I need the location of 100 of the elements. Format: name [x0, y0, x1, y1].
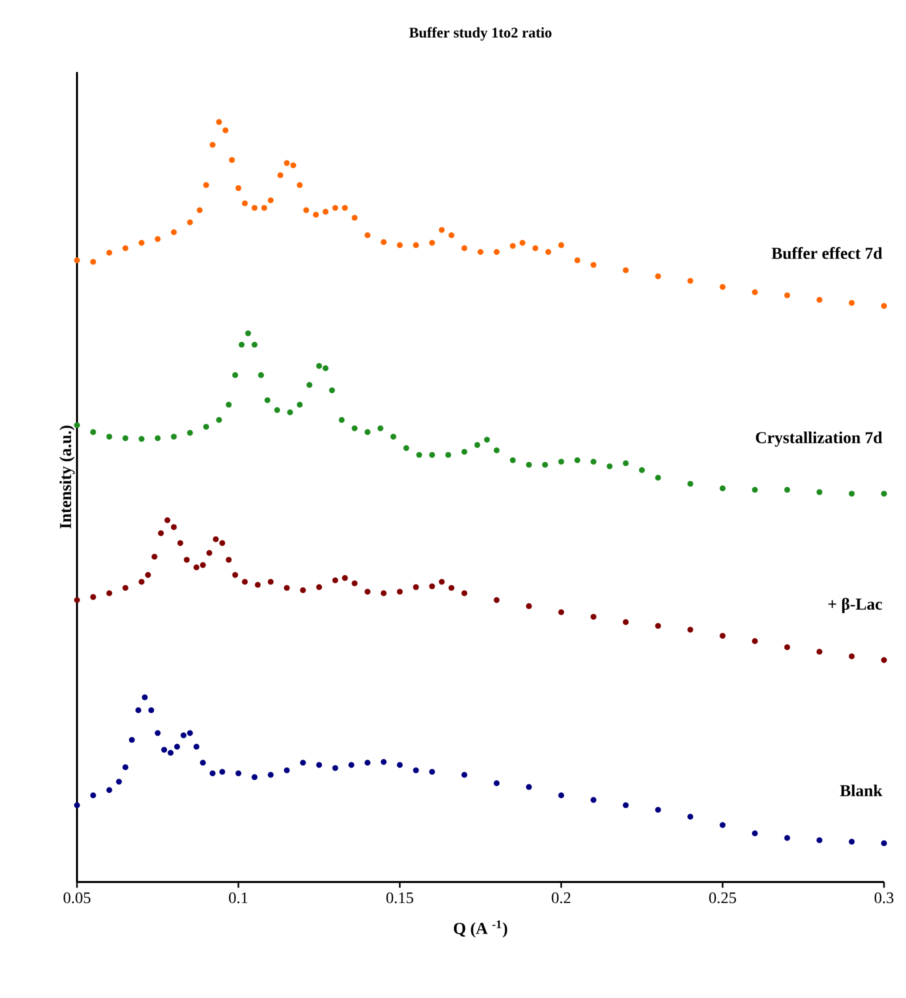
- point: [342, 204, 348, 211]
- point: [238, 342, 245, 348]
- point: [322, 208, 328, 215]
- point: [638, 467, 645, 474]
- point: [296, 402, 303, 408]
- point: [474, 442, 480, 448]
- point: [122, 764, 128, 770]
- point: [268, 197, 274, 204]
- point: [445, 452, 452, 458]
- point: [752, 830, 758, 836]
- point: [687, 278, 694, 284]
- point: [148, 707, 154, 714]
- point: [274, 407, 280, 413]
- point: [520, 240, 526, 246]
- point: [300, 760, 306, 766]
- point: [90, 792, 96, 798]
- point: [200, 760, 206, 766]
- point: [816, 489, 822, 496]
- point: [364, 588, 370, 595]
- point: [312, 212, 319, 218]
- point: [526, 462, 532, 468]
- point: [461, 590, 468, 596]
- point: [170, 434, 177, 440]
- point: [461, 448, 468, 455]
- point: [655, 806, 661, 813]
- x-tick-label: 0.1: [229, 892, 248, 904]
- point: [429, 768, 436, 775]
- point: [74, 597, 80, 603]
- point: [720, 284, 726, 290]
- point: [203, 424, 210, 430]
- point: [784, 292, 790, 298]
- point: [403, 445, 410, 451]
- point: [296, 182, 303, 188]
- x-tick-label: 0.3: [874, 892, 894, 904]
- point: [848, 300, 855, 306]
- point: [622, 619, 629, 626]
- point: [352, 580, 358, 586]
- point: [510, 457, 516, 464]
- point: [170, 229, 177, 236]
- point: [138, 578, 144, 585]
- point: [242, 578, 248, 585]
- point: [558, 792, 564, 798]
- point: [219, 768, 226, 775]
- point: [429, 240, 436, 246]
- point: [438, 578, 445, 585]
- point: [526, 603, 532, 610]
- point: [316, 762, 322, 768]
- point: [338, 416, 345, 423]
- x-tick-label: 0.05: [64, 892, 90, 904]
- point: [122, 435, 128, 442]
- point: [558, 242, 564, 248]
- point: [219, 540, 226, 546]
- point: [252, 204, 258, 211]
- point: [784, 644, 790, 650]
- point: [106, 787, 112, 793]
- x-tick-label: 0.25: [709, 892, 736, 904]
- point: [106, 434, 112, 440]
- text: + β-Lac: [828, 598, 882, 614]
- point: [210, 770, 216, 776]
- point: [752, 638, 758, 644]
- point: [329, 387, 335, 394]
- point: [590, 458, 596, 465]
- point: [74, 422, 80, 428]
- point: [252, 774, 258, 780]
- point: [284, 584, 290, 591]
- point: [332, 765, 338, 771]
- point: [687, 626, 694, 633]
- point: [848, 653, 855, 660]
- point: [881, 840, 887, 846]
- point: [784, 486, 790, 493]
- point: [380, 758, 387, 765]
- point: [74, 257, 80, 264]
- point: [187, 430, 193, 436]
- point: [232, 572, 238, 578]
- point: [396, 762, 403, 768]
- point: [277, 172, 284, 178]
- point: [429, 452, 436, 458]
- point: [116, 778, 122, 785]
- point: [380, 239, 387, 246]
- point: [158, 530, 164, 536]
- point: [74, 802, 80, 808]
- point: [752, 289, 758, 296]
- point: [622, 267, 629, 274]
- point: [154, 236, 161, 242]
- point: [396, 242, 403, 248]
- point: [170, 524, 177, 530]
- point: [448, 232, 454, 238]
- point: [122, 584, 128, 591]
- point: [816, 296, 822, 303]
- point: [187, 219, 193, 226]
- point: [526, 784, 532, 790]
- point: [210, 142, 216, 148]
- point: [138, 436, 144, 442]
- point: [235, 185, 242, 192]
- point: [232, 372, 238, 378]
- point: [413, 242, 419, 248]
- point: [164, 517, 170, 524]
- chart-title: Buffer study 1to2 ratio: [409, 27, 552, 41]
- point: [316, 584, 322, 590]
- point: [494, 249, 500, 255]
